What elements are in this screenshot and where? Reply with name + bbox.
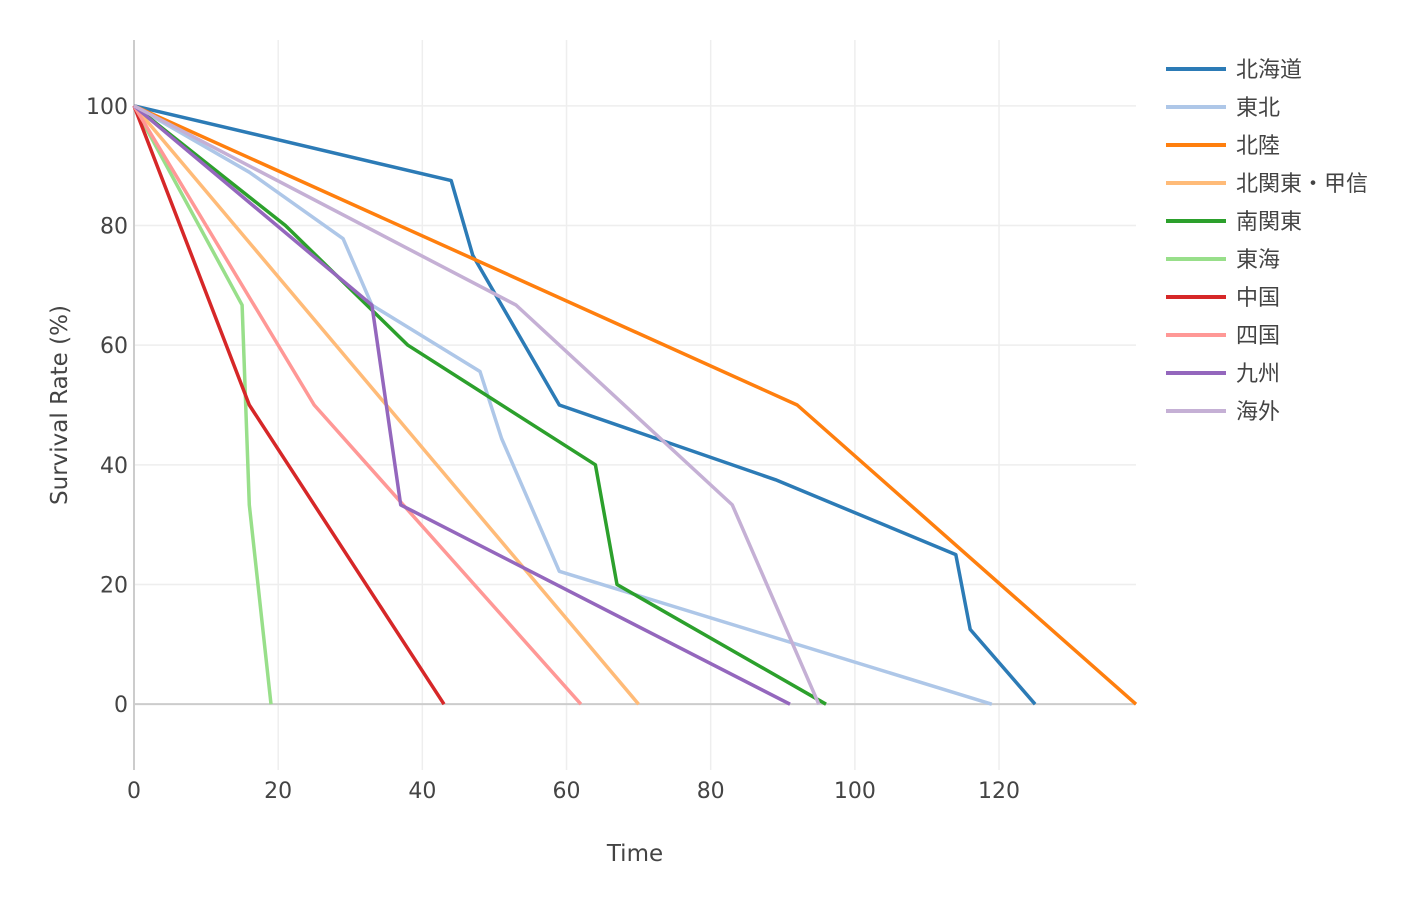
- legend-label: 東北: [1236, 96, 1280, 121]
- legend-item[interactable]: 東海: [1166, 248, 1280, 273]
- series-line-9[interactable]: [132, 104, 791, 706]
- x-tick-label: 60: [553, 779, 581, 804]
- y-tick-label: 40: [100, 454, 128, 479]
- legend-item[interactable]: 九州: [1166, 362, 1280, 387]
- legend-item[interactable]: 中国: [1166, 286, 1280, 311]
- series-line-5[interactable]: [132, 104, 827, 706]
- legend-label: 中国: [1236, 286, 1280, 311]
- x-tick-label: 40: [408, 779, 436, 804]
- series-line-10[interactable]: [133, 104, 821, 705]
- series-line-3[interactable]: [133, 104, 1138, 706]
- legend-item[interactable]: 東北: [1166, 96, 1280, 121]
- x-tick-label: 80: [697, 779, 725, 804]
- legend-label: 北関東・甲信: [1236, 172, 1368, 197]
- legend-label: 南関東: [1236, 210, 1302, 235]
- x-tick-label: 0: [127, 779, 141, 804]
- x-tick-label: 20: [264, 779, 292, 804]
- y-tick-label: 100: [86, 95, 128, 120]
- legend-item[interactable]: 北陸: [1166, 134, 1280, 159]
- y-tick-label: 80: [100, 214, 128, 239]
- x-axis-title: Time: [606, 841, 663, 867]
- axis-layer: 0 20 40 60 80 100 120 0 20 40 60 80 100: [86, 40, 1136, 804]
- series-line-7[interactable]: [132, 105, 446, 706]
- series-line-8[interactable]: [132, 104, 583, 706]
- legend-item[interactable]: 北海道: [1166, 58, 1302, 83]
- legend-label: 東海: [1236, 248, 1280, 273]
- y-tick-label: 0: [114, 693, 128, 718]
- y-axis-title: Survival Rate (%): [47, 305, 73, 505]
- legend-item[interactable]: 四国: [1166, 324, 1280, 349]
- series-line-2[interactable]: [133, 104, 993, 706]
- legend-label: 北陸: [1236, 134, 1280, 159]
- y-tick-label: 60: [100, 334, 128, 359]
- legend-item[interactable]: 南関東: [1166, 210, 1302, 235]
- series-line-6[interactable]: [132, 104, 273, 705]
- x-tick-label: 100: [834, 779, 876, 804]
- y-tick-label: 20: [100, 574, 128, 599]
- legend-item[interactable]: 海外: [1166, 400, 1280, 425]
- series-layer: [132, 104, 1138, 706]
- legend-label: 四国: [1236, 324, 1280, 349]
- grid-layer: [134, 40, 1136, 770]
- x-tick-label: 120: [978, 779, 1020, 804]
- legend-item[interactable]: 北関東・甲信: [1166, 172, 1368, 197]
- legend-label: 九州: [1236, 362, 1280, 387]
- series-line-1[interactable]: [133, 104, 1037, 706]
- legend-label: 海外: [1236, 400, 1280, 425]
- legend-label: 北海道: [1236, 58, 1302, 83]
